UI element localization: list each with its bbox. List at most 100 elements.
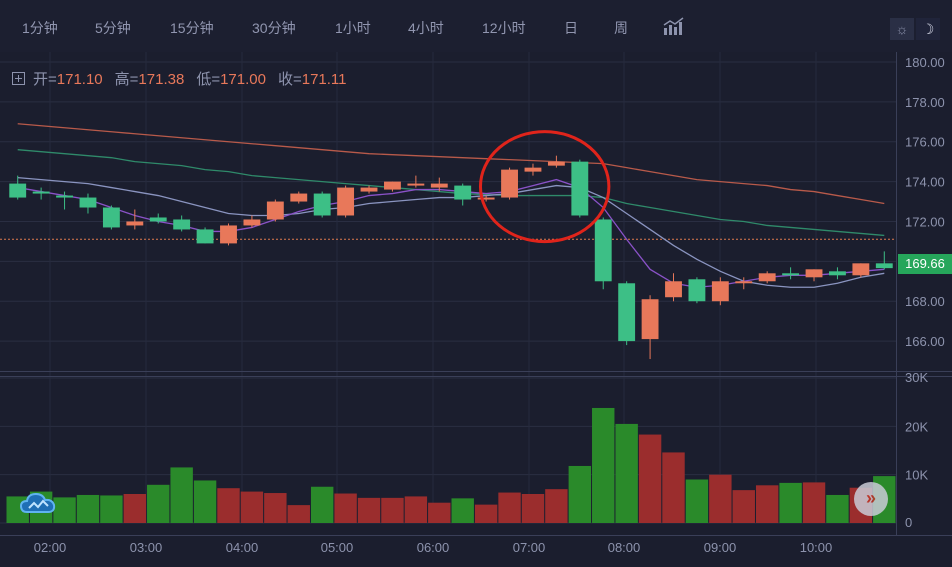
ma-mid-line	[17, 149, 885, 237]
candle	[79, 193, 97, 214]
sun-icon[interactable]: ☼	[890, 18, 914, 40]
candle-body	[337, 187, 355, 216]
volume-tick-label: 30K	[905, 370, 928, 385]
low-value: 171.00	[220, 71, 266, 88]
time-tick-label: 05:00	[321, 540, 354, 555]
price-tick-label: 168.00	[905, 294, 945, 309]
volume-bar	[193, 480, 217, 523]
tab-12hour[interactable]: 12小时	[482, 20, 526, 36]
price-tick-label: 166.00	[905, 334, 945, 349]
chart-axes: 166.00168.00170.00172.00174.00176.00178.…	[34, 55, 945, 555]
volume-bar	[287, 505, 310, 523]
candle	[758, 271, 776, 284]
tab-5min[interactable]: 5分钟	[95, 20, 131, 36]
tab-1hour[interactable]: 1小时	[335, 20, 371, 36]
candle	[430, 177, 448, 192]
volume-bar	[451, 498, 474, 523]
candle	[688, 277, 706, 304]
volume-bar	[474, 504, 498, 523]
candle	[9, 175, 27, 200]
volume-bar	[357, 497, 381, 523]
candle-body	[477, 197, 495, 200]
volume-bar	[826, 494, 849, 523]
volume-bar	[592, 407, 615, 523]
candle	[149, 213, 167, 224]
tab-week[interactable]: 周	[614, 20, 628, 36]
tab-day[interactable]: 日	[564, 20, 578, 36]
candle	[735, 277, 753, 290]
current-price-tag: 169.66	[898, 254, 952, 274]
ohlc-readout: 开=171.10 高=171.38 低=171.00 收=171.11	[12, 68, 359, 89]
price-tick-label: 176.00	[905, 135, 945, 150]
volume-bar	[170, 467, 193, 523]
moon-icon[interactable]: ☽	[916, 18, 940, 40]
volume-bar	[755, 485, 779, 523]
candle-body	[266, 201, 284, 220]
time-tick-label: 02:00	[34, 540, 67, 555]
candle	[805, 269, 823, 282]
candle-body	[173, 219, 191, 230]
volume-tick-label: 10K	[905, 468, 928, 483]
candle	[454, 183, 472, 206]
volume-tick-label: 0	[905, 515, 912, 530]
theme-switch: ☼ ☽	[890, 18, 942, 40]
volume-bar	[310, 486, 334, 523]
high-label: 高=	[114, 71, 139, 88]
volume-bar	[217, 488, 240, 523]
time-tick-label: 09:00	[704, 540, 737, 555]
highlight-annotation	[478, 130, 611, 244]
candle	[266, 199, 284, 222]
candle-body	[220, 225, 237, 244]
candle-body	[149, 217, 167, 222]
candle-body	[243, 219, 261, 226]
candle	[313, 191, 331, 218]
volume-bar	[100, 495, 123, 523]
candle-body	[9, 183, 27, 198]
volume-bar	[404, 496, 428, 523]
tab-15min[interactable]: 15分钟	[170, 20, 214, 36]
volume-bar	[53, 497, 76, 523]
tab-30min[interactable]: 30分钟	[252, 20, 296, 36]
candle	[571, 159, 589, 218]
candle-body	[547, 161, 565, 166]
ma-fast-line	[17, 176, 885, 288]
cloud-icon[interactable]	[18, 488, 58, 518]
candle	[477, 195, 495, 202]
candle	[32, 187, 50, 200]
volume-bar	[732, 490, 755, 523]
candle	[618, 281, 636, 346]
crosshair-toggle-icon[interactable]	[12, 72, 25, 85]
low-label: 低=	[196, 71, 221, 88]
volume-bar	[568, 465, 592, 523]
time-tick-label: 08:00	[608, 540, 641, 555]
highlight-circle	[478, 130, 611, 244]
volume-bar	[76, 494, 100, 523]
bar-chart-icon[interactable]	[663, 16, 687, 36]
candle-body	[571, 161, 589, 216]
candle-body	[454, 185, 472, 200]
volume-bar	[521, 494, 545, 523]
scroll-latest-button[interactable]: »	[854, 482, 888, 516]
candle-body	[290, 193, 308, 202]
volume-bar	[381, 497, 404, 523]
tab-1min[interactable]: 1分钟	[22, 20, 58, 36]
candle-body	[102, 207, 120, 228]
volume-bars	[6, 407, 896, 523]
candle-body	[641, 299, 659, 340]
tab-4hour[interactable]: 4小时	[408, 20, 444, 36]
candle	[641, 295, 659, 360]
candle	[501, 167, 518, 200]
candle-body	[126, 221, 144, 226]
candlesticks	[9, 155, 893, 360]
ma-long-line	[17, 123, 885, 205]
candle	[594, 217, 612, 290]
open-label: 开=	[33, 71, 57, 88]
kline-chart[interactable]: 166.00168.00170.00172.00174.00176.00178.…	[0, 52, 952, 567]
candle	[337, 185, 355, 218]
candle-body	[758, 273, 776, 282]
volume-bar	[123, 494, 147, 523]
price-tick-label: 180.00	[905, 55, 945, 70]
volume-bar	[498, 492, 521, 523]
time-tick-label: 10:00	[800, 540, 833, 555]
candle-body	[829, 271, 846, 276]
